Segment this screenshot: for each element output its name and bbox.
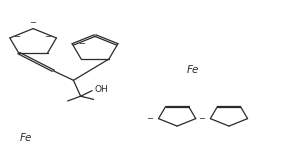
Text: −: − — [146, 114, 153, 123]
Text: −: − — [78, 39, 85, 48]
Text: −: − — [198, 114, 205, 123]
Text: Fe: Fe — [187, 65, 199, 75]
Text: −: − — [44, 32, 51, 41]
Text: −: − — [86, 55, 93, 64]
Text: OH: OH — [94, 85, 108, 94]
Text: Fe: Fe — [20, 133, 32, 143]
Text: −: − — [14, 32, 20, 41]
Text: −: − — [30, 18, 37, 27]
